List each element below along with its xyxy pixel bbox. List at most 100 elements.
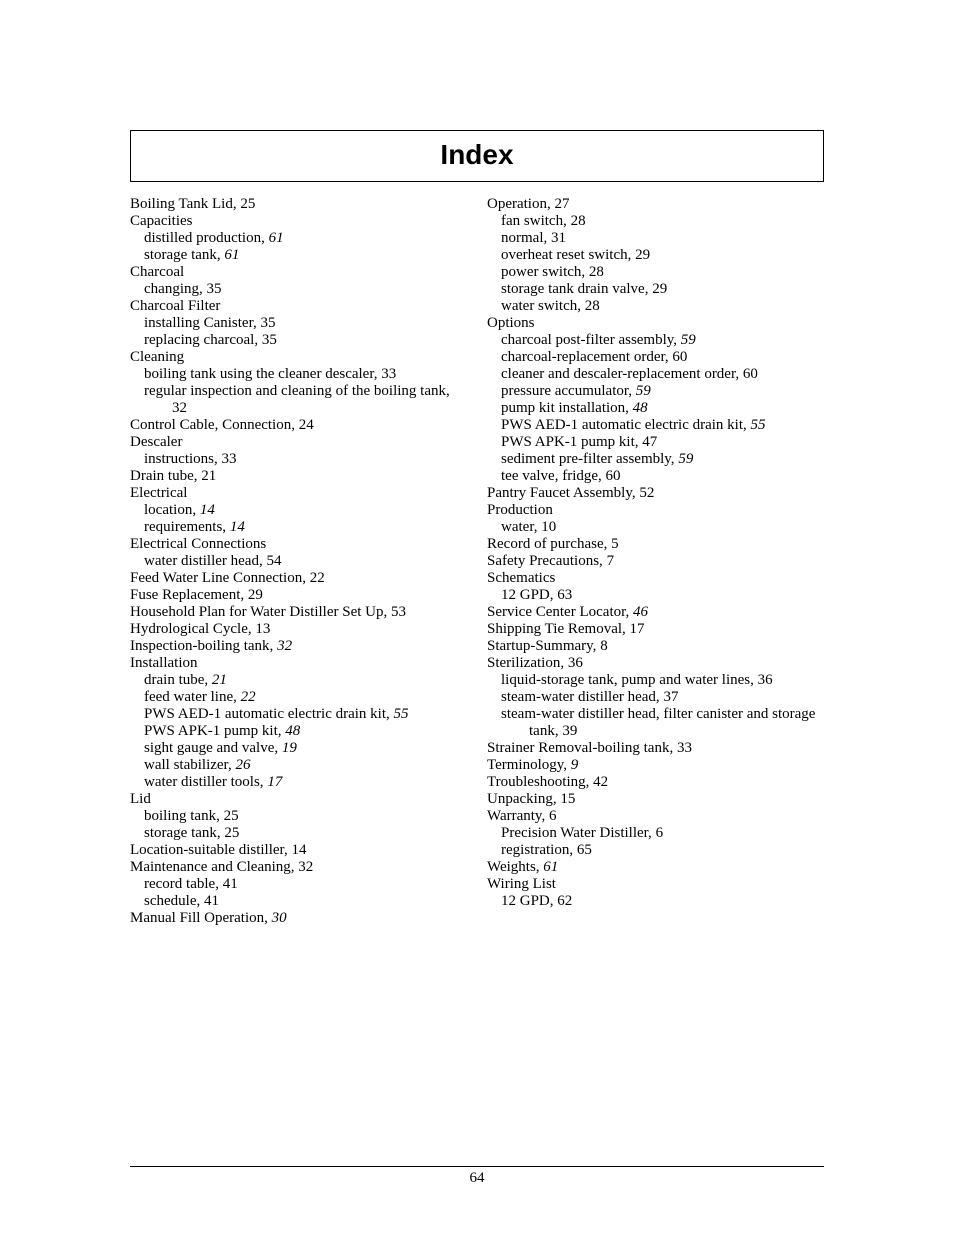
index-entry: Warranty, 6	[487, 808, 824, 825]
index-text: Hydrological Cycle,	[130, 621, 255, 637]
index-page: 33	[381, 366, 396, 382]
index-page: 59	[678, 451, 693, 467]
index-text: requirements,	[144, 519, 230, 535]
index-text: Charcoal	[130, 264, 184, 280]
index-page: 60	[743, 366, 758, 382]
index-page: 65	[577, 842, 592, 858]
index-page: 48	[285, 723, 300, 739]
index-page: 25	[240, 196, 255, 212]
index-text: replacing charcoal,	[144, 332, 262, 348]
index-subentry: water distiller tools, 17	[130, 774, 467, 791]
index-subentry: 12 GPD, 63	[487, 587, 824, 604]
index-text: Manual Fill Operation,	[130, 910, 272, 926]
index-page: 32	[298, 859, 313, 875]
index-page: 33	[677, 740, 692, 756]
index-text: Safety Precautions,	[487, 553, 607, 569]
index-subentry: changing, 35	[130, 281, 467, 298]
index-subentry: storage tank drain valve, 29	[487, 281, 824, 298]
index-entry: Capacities	[130, 213, 467, 230]
index-text: steam-water distiller head, filter canis…	[501, 706, 815, 739]
index-entry: Weights, 61	[487, 859, 824, 876]
index-entry: Hydrological Cycle, 13	[130, 621, 467, 638]
index-entry: Record of purchase, 5	[487, 536, 824, 553]
index-text: Shipping Tie Removal,	[487, 621, 630, 637]
index-subentry: charcoal post-filter assembly, 59	[487, 332, 824, 349]
index-text: Control Cable, Connection,	[130, 417, 299, 433]
index-text: wall stabilizer,	[144, 757, 235, 773]
index-page: 52	[639, 485, 654, 501]
index-subentry: PWS APK-1 pump kit, 48	[130, 723, 467, 740]
index-page: 35	[206, 281, 221, 297]
index-text: schedule,	[144, 893, 204, 909]
index-entry: Electrical Connections	[130, 536, 467, 553]
index-text: regular inspection and cleaning of the b…	[144, 383, 450, 399]
index-page: 39	[562, 723, 577, 739]
index-entry: Lid	[130, 791, 467, 808]
index-page: 7	[607, 553, 615, 569]
index-text: PWS AED-1 automatic electric drain kit,	[144, 706, 394, 722]
index-text: Capacities	[130, 213, 192, 229]
index-entry: Drain tube, 21	[130, 468, 467, 485]
index-entry: Fuse Replacement, 29	[130, 587, 467, 604]
index-text: water,	[501, 519, 541, 535]
index-entry: Operation, 27	[487, 196, 824, 213]
index-page: 31	[551, 230, 566, 246]
index-text: steam-water distiller head,	[501, 689, 663, 705]
index-page: 46	[633, 604, 648, 620]
index-page: 41	[223, 876, 238, 892]
index-page: 21	[201, 468, 216, 484]
index-text: Electrical	[130, 485, 187, 501]
index-entry: Terminology, 9	[487, 757, 824, 774]
index-text: storage tank,	[144, 247, 224, 263]
index-text: Production	[487, 502, 553, 518]
index-text: storage tank,	[144, 825, 224, 841]
index-entry: Inspection-boiling tank, 32	[130, 638, 467, 655]
index-text: Unpacking,	[487, 791, 560, 807]
index-text: tee valve, fridge,	[501, 468, 606, 484]
index-text: installing Canister,	[144, 315, 260, 331]
index-page: 28	[571, 213, 586, 229]
index-text: boiling tank using the cleaner descaler,	[144, 366, 381, 382]
index-entry: Household Plan for Water Distiller Set U…	[130, 604, 467, 621]
index-text: registration,	[501, 842, 577, 858]
index-page: 5	[611, 536, 619, 552]
index-text: Startup-Summary,	[487, 638, 600, 654]
index-text: Warranty,	[487, 808, 549, 824]
index-subentry: wall stabilizer, 26	[130, 757, 467, 774]
index-page: 14	[200, 502, 215, 518]
index-page: 29	[652, 281, 667, 297]
index-page: 25	[224, 825, 239, 841]
index-text: Options	[487, 315, 535, 331]
index-page: 29	[635, 247, 650, 263]
index-text: Pantry Faucet Assembly,	[487, 485, 639, 501]
index-page: 24	[299, 417, 314, 433]
index-text: Sterilization,	[487, 655, 568, 671]
index-page: 35	[260, 315, 275, 331]
index-subentry: registration, 65	[487, 842, 824, 859]
index-text: storage tank drain valve,	[501, 281, 652, 297]
index-page: 36	[758, 672, 773, 688]
index-subentry: pump kit installation, 48	[487, 400, 824, 417]
index-page: 29	[248, 587, 263, 603]
index-text: Weights,	[487, 859, 543, 875]
index-text: location,	[144, 502, 200, 518]
index-page: 32	[277, 638, 292, 654]
index-entry: Wiring List	[487, 876, 824, 893]
index-text: charcoal-replacement order,	[501, 349, 672, 365]
index-page: 6	[656, 825, 664, 841]
index-subentry: water switch, 28	[487, 298, 824, 315]
index-subentry: schedule, 41	[130, 893, 467, 910]
index-text: Household Plan for Water Distiller Set U…	[130, 604, 391, 620]
index-subentry: tee valve, fridge, 60	[487, 468, 824, 485]
page-title: Index	[440, 139, 513, 170]
index-subentry: sight gauge and valve, 19	[130, 740, 467, 757]
index-text: Feed Water Line Connection,	[130, 570, 310, 586]
index-text: changing,	[144, 281, 206, 297]
index-subentry: power switch, 28	[487, 264, 824, 281]
index-page: 26	[235, 757, 250, 773]
index-entry: Maintenance and Cleaning, 32	[130, 859, 467, 876]
index-text: Descaler	[130, 434, 182, 450]
index-page: 14	[230, 519, 245, 535]
index-page: 28	[589, 264, 604, 280]
index-page: 54	[266, 553, 281, 569]
